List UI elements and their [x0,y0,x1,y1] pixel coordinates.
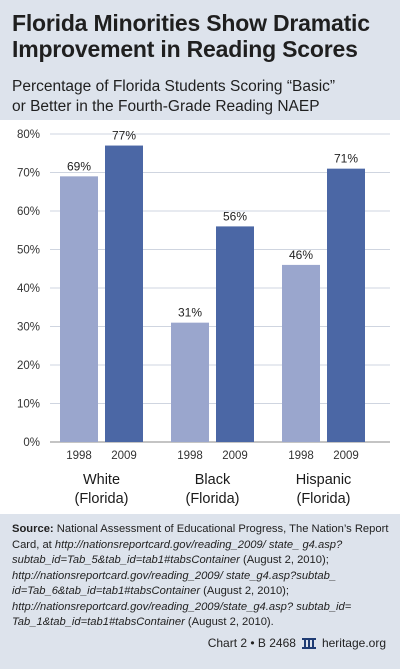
y-tick-label: 20% [17,360,40,372]
heritage-bell-icon [301,638,316,649]
bar [282,264,320,442]
bar [60,176,98,442]
y-tick-label: 0% [23,437,40,449]
source-date-2: (August 2, 2010); [200,585,289,597]
data-label: 31% [178,306,202,320]
x-category-sublabel: (Florida) [297,491,351,507]
source-note: Source: National Assessment of Education… [12,522,394,631]
chart-reference: Chart 2 • B 2468 [207,636,296,650]
bar [327,168,365,442]
chart-subtitle-line-1: Percentage of Florida Students Scoring “… [12,78,336,95]
x-year-label: 2009 [111,450,137,462]
bar [216,226,254,442]
x-category-label: Black [195,472,231,488]
site-name[interactable]: heritage.org [321,636,386,650]
source-url-1[interactable]: http://nationsreportcard.gov/reading_200… [12,538,343,567]
x-category-sublabel: (Florida) [75,491,129,507]
source-url-3[interactable]: http://nationsreportcard.gov/reading_200… [12,600,352,629]
source-url-2[interactable]: http://nationsreportcard.gov/reading_200… [12,569,337,598]
x-year-label: 2009 [222,450,248,462]
x-year-label: 1998 [66,450,92,462]
x-category-label: Hispanic [296,472,352,488]
data-label: 56% [223,209,247,223]
chart-title: Florida Minorities Show Dramatic Improve… [12,10,392,62]
x-category-label: White [83,472,120,488]
chart-subtitle: Percentage of Florida Students Scoring “… [12,77,392,117]
x-year-label: 2009 [333,450,359,462]
source-label: Source: [12,523,54,535]
y-tick-label: 40% [17,283,40,295]
y-tick-label: 70% [17,168,40,180]
source-text: National Assessment of Educational Progr… [12,523,389,551]
data-label: 46% [289,248,313,262]
y-tick-label: 60% [17,206,40,218]
source-date-1: (August 2, 2010); [239,554,329,566]
chart-title-line-2: Improvement in Reading Scores [12,36,358,62]
footer: Chart 2 • B 2468 heritage.org [208,636,386,650]
chart-title-line-1: Florida Minorities Show Dramatic [12,10,370,36]
bar-chart: 0% 10% 20% 30% 40% 50% 60% 70% 80% 69% 1998 77% 2009… [17,129,390,507]
chart-subtitle-line-2: or Better in the Fourth-Grade Reading NA… [12,98,320,115]
x-year-label: 1998 [177,450,203,462]
y-tick-label: 30% [17,322,40,334]
bar [105,145,143,443]
data-label: 71% [334,152,358,166]
y-tick-label: 10% [17,399,40,411]
x-category-sublabel: (Florida) [186,491,240,507]
bar [171,322,209,442]
x-year-label: 1998 [288,450,314,462]
source-date-3: (August 2, 2010). [184,616,274,628]
y-tick-label: 80% [17,129,40,141]
y-tick-label: 50% [17,245,40,257]
data-label: 77% [112,129,136,143]
chart-panel: 0% 10% 20% 30% 40% 50% 60% 70% 80% 69% 1998 77% 2009… [0,120,400,514]
data-label: 69% [67,159,91,173]
